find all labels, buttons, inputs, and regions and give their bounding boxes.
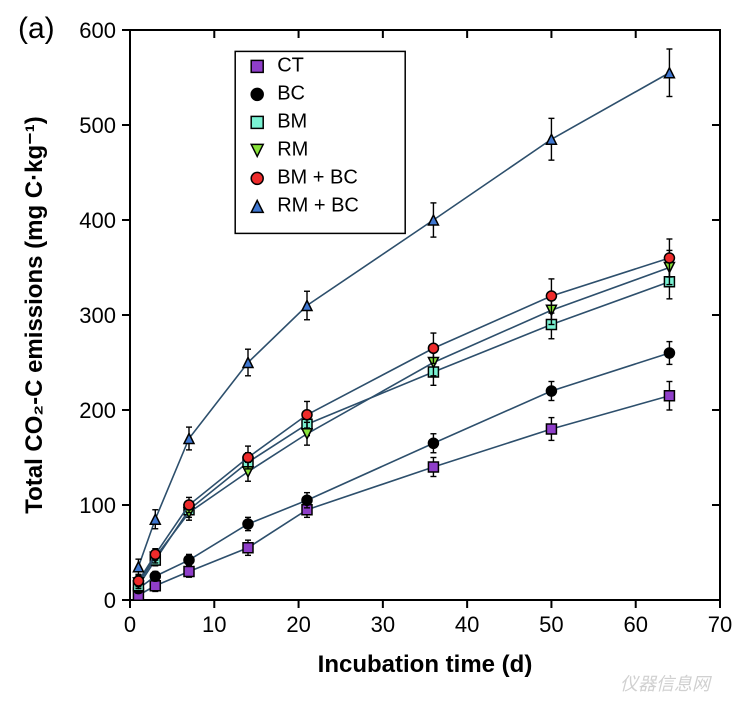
svg-text:70: 70 [708, 612, 732, 637]
svg-text:50: 50 [539, 612, 563, 637]
svg-text:CT: CT [277, 54, 304, 76]
legend: CT BC BM RM BM + BC RM + BC [235, 51, 405, 233]
svg-text:0: 0 [104, 588, 116, 613]
x-axis-label: Incubation time (d) [318, 651, 533, 678]
co2-emissions-chart: (a) 0 10 20 30 40 50 60 70 0 100 200 300 400 500 600 Inc… [0, 0, 749, 707]
y-axis-label: Total CO₂-C emissions (mg C·kg⁻¹) [21, 116, 48, 514]
svg-text:0: 0 [124, 612, 136, 637]
svg-text:RM + BC: RM + BC [277, 194, 359, 216]
panel-label: (a) [18, 12, 55, 45]
svg-text:200: 200 [79, 398, 116, 423]
svg-text:30: 30 [371, 612, 395, 637]
svg-text:500: 500 [79, 113, 116, 138]
svg-text:10: 10 [202, 612, 226, 637]
svg-text:100: 100 [79, 493, 116, 518]
svg-text:BM: BM [277, 110, 307, 132]
svg-text:BC: BC [277, 82, 305, 104]
svg-text:20: 20 [286, 612, 310, 637]
svg-text:600: 600 [79, 18, 116, 43]
svg-text:40: 40 [455, 612, 479, 637]
svg-text:400: 400 [79, 208, 116, 233]
svg-text:60: 60 [623, 612, 647, 637]
svg-text:300: 300 [79, 303, 116, 328]
svg-text:BM + BC: BM + BC [277, 166, 358, 188]
chart-svg: (a) 0 10 20 30 40 50 60 70 0 100 200 300 400 500 600 Inc… [0, 0, 749, 707]
watermark: 仪器信息网 [620, 674, 712, 694]
svg-text:RM: RM [277, 138, 308, 160]
